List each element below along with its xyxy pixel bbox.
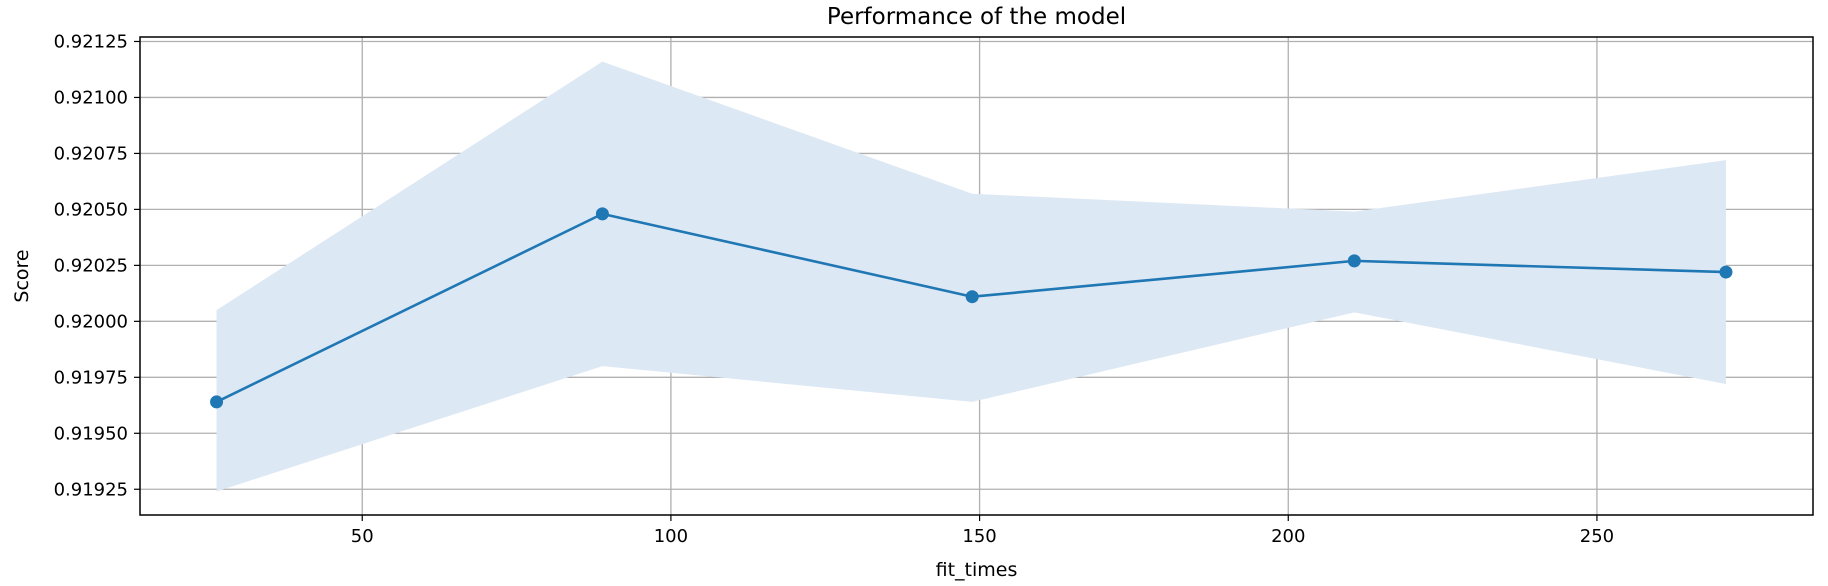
y-tick-label: 0.92100 — [54, 87, 128, 108]
y-tick-label: 0.92025 — [54, 255, 128, 276]
x-tick-label: 250 — [1580, 526, 1614, 547]
y-axis-ticks: 0.91925 0.91950 0.91975 0.92000 0.92025 0.920… — [54, 31, 140, 500]
x-tick-label: 100 — [654, 526, 688, 547]
y-tick-label: 0.92050 — [54, 199, 128, 220]
x-axis-ticks: 50 100 150 200 250 — [351, 515, 1614, 547]
data-point — [1347, 254, 1361, 268]
data-point — [595, 207, 609, 221]
chart-title: Performance of the model — [827, 4, 1126, 30]
x-tick-label: 150 — [962, 526, 996, 547]
plot-frame — [139, 36, 1814, 516]
data-point-layer — [210, 207, 1733, 409]
y-tick-label: 0.92075 — [54, 143, 128, 164]
data-point — [1719, 265, 1733, 279]
confidence-band-layer — [216, 61, 1726, 492]
data-point — [965, 290, 979, 304]
x-axis-label: fit_times — [936, 559, 1018, 581]
y-tick-label: 0.92125 — [54, 31, 128, 52]
y-tick-label: 0.92000 — [54, 311, 128, 332]
y-tick-label: 0.91925 — [54, 479, 128, 500]
x-tick-label: 50 — [351, 526, 374, 547]
confidence-band — [216, 61, 1726, 492]
y-axis-label: Score — [11, 249, 33, 302]
data-point — [210, 395, 224, 409]
x-tick-label: 200 — [1271, 526, 1305, 547]
y-tick-label: 0.91975 — [54, 367, 128, 388]
y-tick-label: 0.91950 — [54, 423, 128, 444]
